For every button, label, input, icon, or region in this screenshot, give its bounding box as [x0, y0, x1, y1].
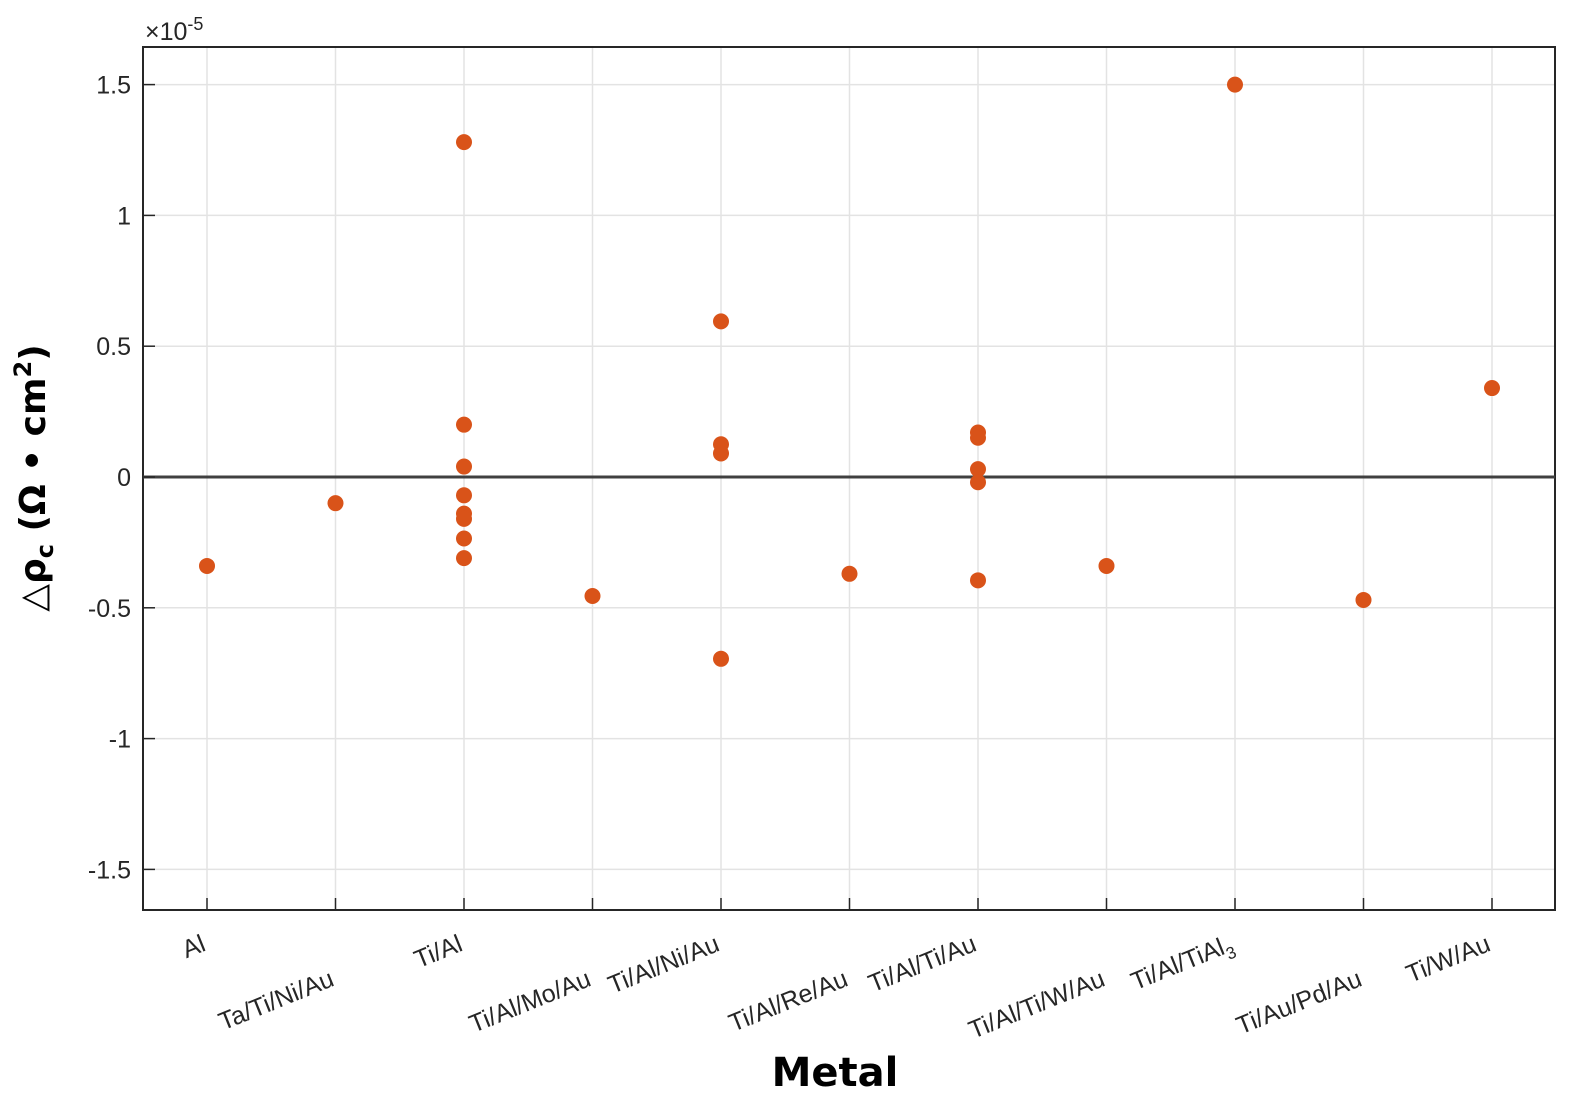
y-axis-title: △ρc (Ω • cm2)	[9, 344, 59, 611]
y-tick-label: 1.5	[96, 72, 131, 100]
x-tick-label: Ti/Al/Ni/Au	[604, 930, 723, 1000]
x-axis-title: Metal	[772, 1050, 899, 1096]
data-point	[327, 495, 344, 512]
data-point	[1484, 380, 1500, 397]
data-point	[456, 510, 472, 527]
data-point	[456, 416, 472, 433]
data-point	[1098, 557, 1115, 574]
data-point	[456, 550, 472, 567]
data-point	[456, 530, 472, 547]
data-points	[199, 76, 1500, 667]
data-point	[1227, 76, 1243, 93]
y-tick-label: -1.5	[88, 856, 131, 884]
y-axis-exponent-label: ×10-5	[145, 14, 203, 46]
data-point	[970, 572, 986, 589]
data-point	[713, 445, 729, 462]
y-tick-label: 1	[117, 202, 131, 230]
x-tick-label: Ti/Al/Ti/W/Au	[965, 965, 1109, 1045]
data-point	[456, 134, 472, 151]
data-point	[841, 565, 858, 582]
y-tick-label: 0.5	[96, 333, 131, 361]
y-tick-label: -0.5	[88, 595, 131, 623]
x-tick-label: Ti/Au/Pd/Au	[1232, 965, 1365, 1041]
x-tick-label: Ti/Al	[410, 930, 466, 974]
data-point	[456, 487, 472, 504]
y-tick-label: 0	[117, 464, 131, 492]
data-point	[970, 474, 986, 491]
data-point	[199, 557, 215, 574]
y-axis-ticks: -1.5 -1 -0.5 0 0.5 1 1.5	[88, 72, 155, 884]
x-tick-label: Al	[178, 930, 209, 964]
data-point	[584, 588, 601, 605]
data-point	[713, 313, 729, 330]
data-point	[456, 458, 472, 475]
y-tick-label: -1	[109, 726, 131, 754]
x-tick-label: Ti/Al/Re/Au	[725, 965, 852, 1038]
x-tick-label: Ti/W/Au	[1402, 930, 1494, 989]
data-point	[1355, 591, 1372, 608]
data-point	[713, 650, 729, 667]
x-tick-label: Ti/Al/Mo/Au	[465, 965, 594, 1039]
x-tick-label: Ta/Ti/Ni/Au	[215, 965, 338, 1036]
x-tick-label: Ti/Al/TiAl3	[1127, 930, 1239, 1001]
data-point	[970, 461, 986, 478]
data-point	[970, 429, 986, 446]
x-tick-label: Ti/Al/Ti/Au	[865, 930, 981, 998]
